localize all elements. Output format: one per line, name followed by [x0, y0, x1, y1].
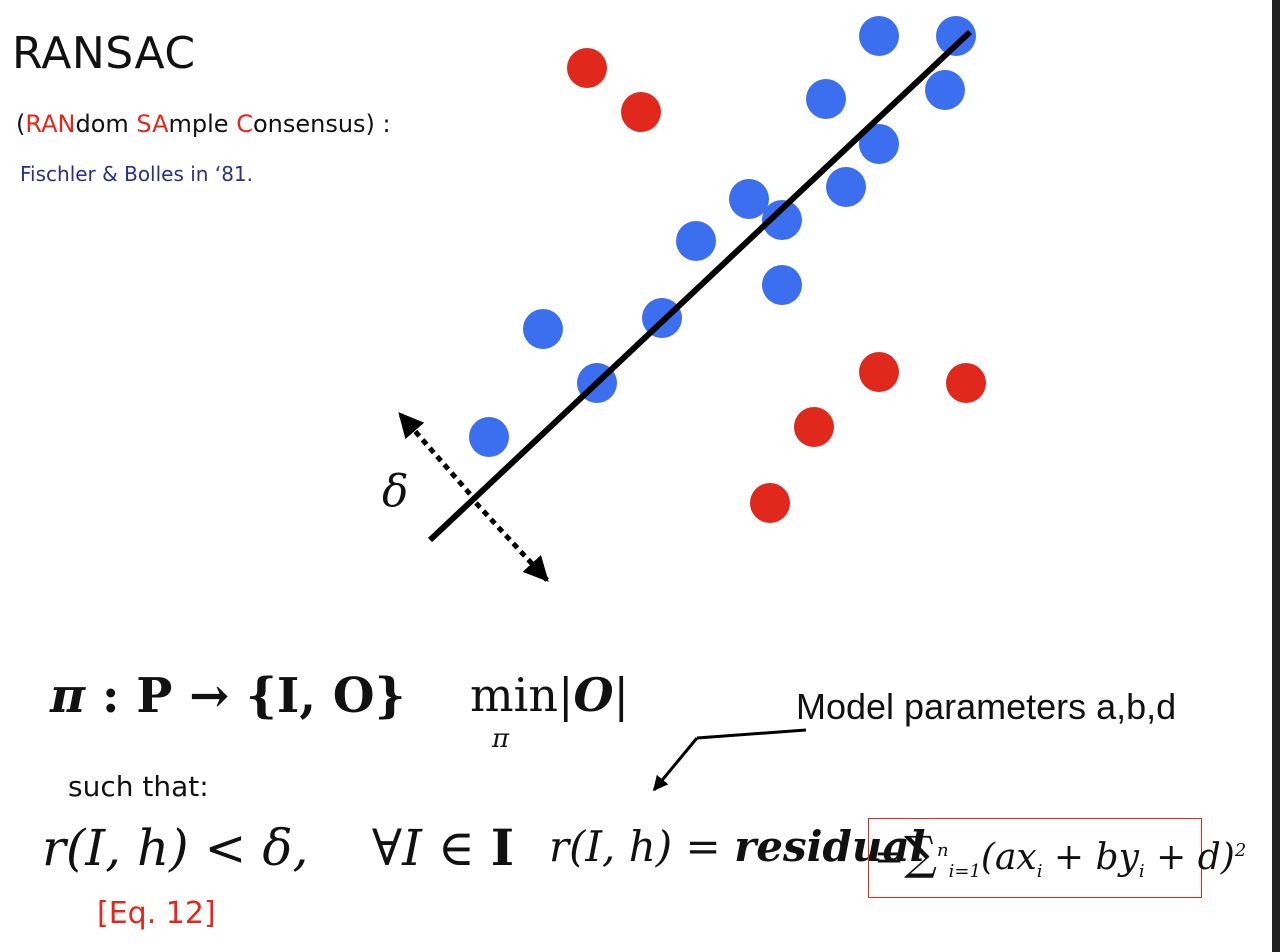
model-parameters-label: Model parameters a,b,d [796, 686, 1177, 727]
inlier-point [469, 417, 509, 457]
subtitle-ran: RAN [25, 110, 76, 138]
paren-open: ( [16, 110, 26, 138]
colon: : [85, 668, 137, 724]
set-P: P [136, 668, 173, 724]
residual-lhs: r(I, h) [549, 822, 673, 871]
residual-less-delta: r(I, h) < δ, [42, 819, 309, 877]
subtitle-sa: SA [136, 110, 169, 138]
inlier-point [806, 79, 846, 119]
sum-body-a: (ax [980, 837, 1037, 878]
inlier-point [925, 70, 965, 110]
sub-i-2: i [1138, 861, 1145, 883]
pi-symbol: π [50, 668, 86, 724]
sigma-symbol: ∑ [904, 826, 938, 880]
ransac-expansion: (RANdom SAmple Consensus) : [16, 110, 391, 138]
inlier-point [826, 167, 866, 207]
outlier-point [859, 352, 899, 392]
delta-arrow-lower [474, 501, 549, 582]
constraint-equation: r(I, h) < δ, ∀I ∈ I [42, 818, 514, 877]
inlier-point [676, 221, 716, 261]
inlier-point [859, 124, 899, 164]
sub-i-1: i [1036, 861, 1043, 883]
inlier-point [936, 16, 976, 56]
equals: = [672, 822, 735, 871]
residual-equation: r(I, h) = residual [549, 822, 926, 871]
outlier-point [946, 363, 986, 403]
inlier-point [762, 200, 802, 240]
sum-body-d: + d) [1144, 837, 1235, 878]
sum-expression: =∑ni=1(axi + byi + d)2 [874, 826, 1246, 882]
credit-text: Fischler & Bolles in ‘81. [20, 162, 253, 186]
residual-word: residual [734, 822, 926, 871]
forall-symbol: ∀ [371, 819, 403, 877]
inlier-point [762, 265, 802, 305]
fitted-line [427, 29, 973, 543]
model-label-arrow-head [652, 737, 699, 792]
minimization-equation: min π |O| [470, 668, 630, 754]
arrow: → [172, 668, 247, 724]
abs-bar-right: | [613, 668, 630, 722]
outlier-point [567, 48, 607, 88]
element-of: ∈ [421, 819, 491, 877]
slide-title: RANSAC [12, 28, 196, 79]
subtitle-c: C [236, 110, 253, 138]
delta-label: δ [382, 466, 409, 517]
abs-bar-left: | [557, 668, 574, 722]
min-operator: min [470, 668, 558, 722]
subtitle-dom: dom [75, 110, 137, 138]
model-label-arrow [696, 728, 807, 740]
subtitle-onsensus: onsensus) : [252, 110, 391, 138]
sum-lower: i=1 [948, 861, 981, 883]
slide-edge [1272, 0, 1280, 952]
inlier-set: I [490, 818, 515, 877]
inlier-var: I [402, 819, 422, 877]
min-subscript: π [492, 724, 510, 754]
delta-arrow-upper [398, 412, 472, 496]
subtitle-mple: mple [168, 110, 237, 138]
sum-upper: n [937, 840, 949, 861]
data-points [469, 16, 986, 523]
set-IO: {I, O} [246, 668, 406, 724]
mapping-equation: π : P → {I, O} [50, 668, 405, 724]
such-that-text: such that: [68, 770, 209, 803]
sum-body-b: + by [1042, 837, 1139, 878]
outlier-point [794, 407, 834, 447]
sum-power: 2 [1234, 840, 1247, 861]
inlier-point [729, 179, 769, 219]
equation-reference: [Eq. 12] [97, 896, 216, 931]
outlier-set: O [573, 668, 614, 722]
outlier-point [621, 92, 661, 132]
sum-highlight-box [868, 818, 1202, 898]
outlier-point [750, 483, 790, 523]
inlier-point [859, 16, 899, 56]
inlier-point [523, 309, 563, 349]
sum-equals: = [874, 837, 905, 878]
